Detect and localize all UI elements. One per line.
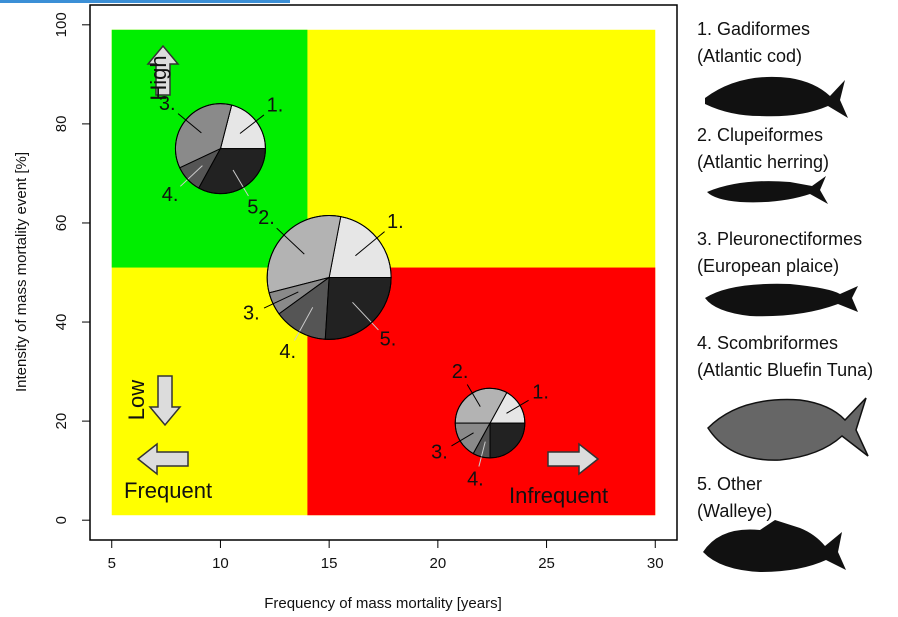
pie-label: 3. [159,93,176,115]
pie-label: 1. [387,211,404,233]
pie-label: 1. [267,95,284,117]
x-tick-label: 30 [647,555,664,572]
legend-label: 3. Pleuronectiformes [697,229,862,249]
fish-tuna [708,398,868,460]
y-tick-label: 100 [53,12,70,37]
fish-walleye [703,520,846,572]
legend-species: (Atlantic cod) [697,46,802,66]
x-tick-label: 15 [321,555,338,572]
legend-label: 4. Scombriformes [697,333,838,353]
x-tick-label: 5 [108,555,116,572]
x-axis-label: Frequency of mass mortality [years] [264,595,502,612]
chart: Frequency of mass mortality [years] Inte… [0,0,898,617]
fish-plaice [705,284,858,316]
pie-label: 1. [532,381,549,403]
y-tick-label: 60 [53,215,70,232]
pie-label: 3. [431,441,448,463]
pie-label: 4. [467,468,484,490]
legend-species: (European plaice) [697,256,839,276]
fish-cod [705,77,848,118]
x-tick-label: 25 [538,555,555,572]
x-tick-label: 20 [430,555,447,572]
annotation: Low [124,380,149,420]
annotation: Infrequent [509,483,608,508]
pie-label: 5. [380,328,397,350]
y-tick-label: 40 [53,314,70,331]
y-tick-label: 0 [53,516,70,524]
annotation: Frequent [124,478,212,503]
y-tick-label: 80 [53,116,70,133]
legend-label: 5. Other [697,474,762,494]
pie-label: 3. [243,302,260,324]
legend-label: 2. Clupeiformes [697,125,823,145]
pie-label: 4. [162,184,179,206]
legend-species: (Atlantic herring) [697,152,829,172]
legend-label: 1. Gadiformes [697,19,810,39]
legend-species: (Atlantic Bluefin Tuna) [697,360,873,380]
y-tick-label: 20 [53,413,70,430]
fish-herring [707,176,828,204]
legend-species: (Walleye) [697,501,772,521]
pie-label: 2. [258,207,275,229]
x-tick-label: 10 [212,555,229,572]
pie-label: 4. [279,341,296,363]
pie-label: 2. [452,361,469,383]
y-axis-label: Intensity of mass mortality event [%] [13,152,30,392]
